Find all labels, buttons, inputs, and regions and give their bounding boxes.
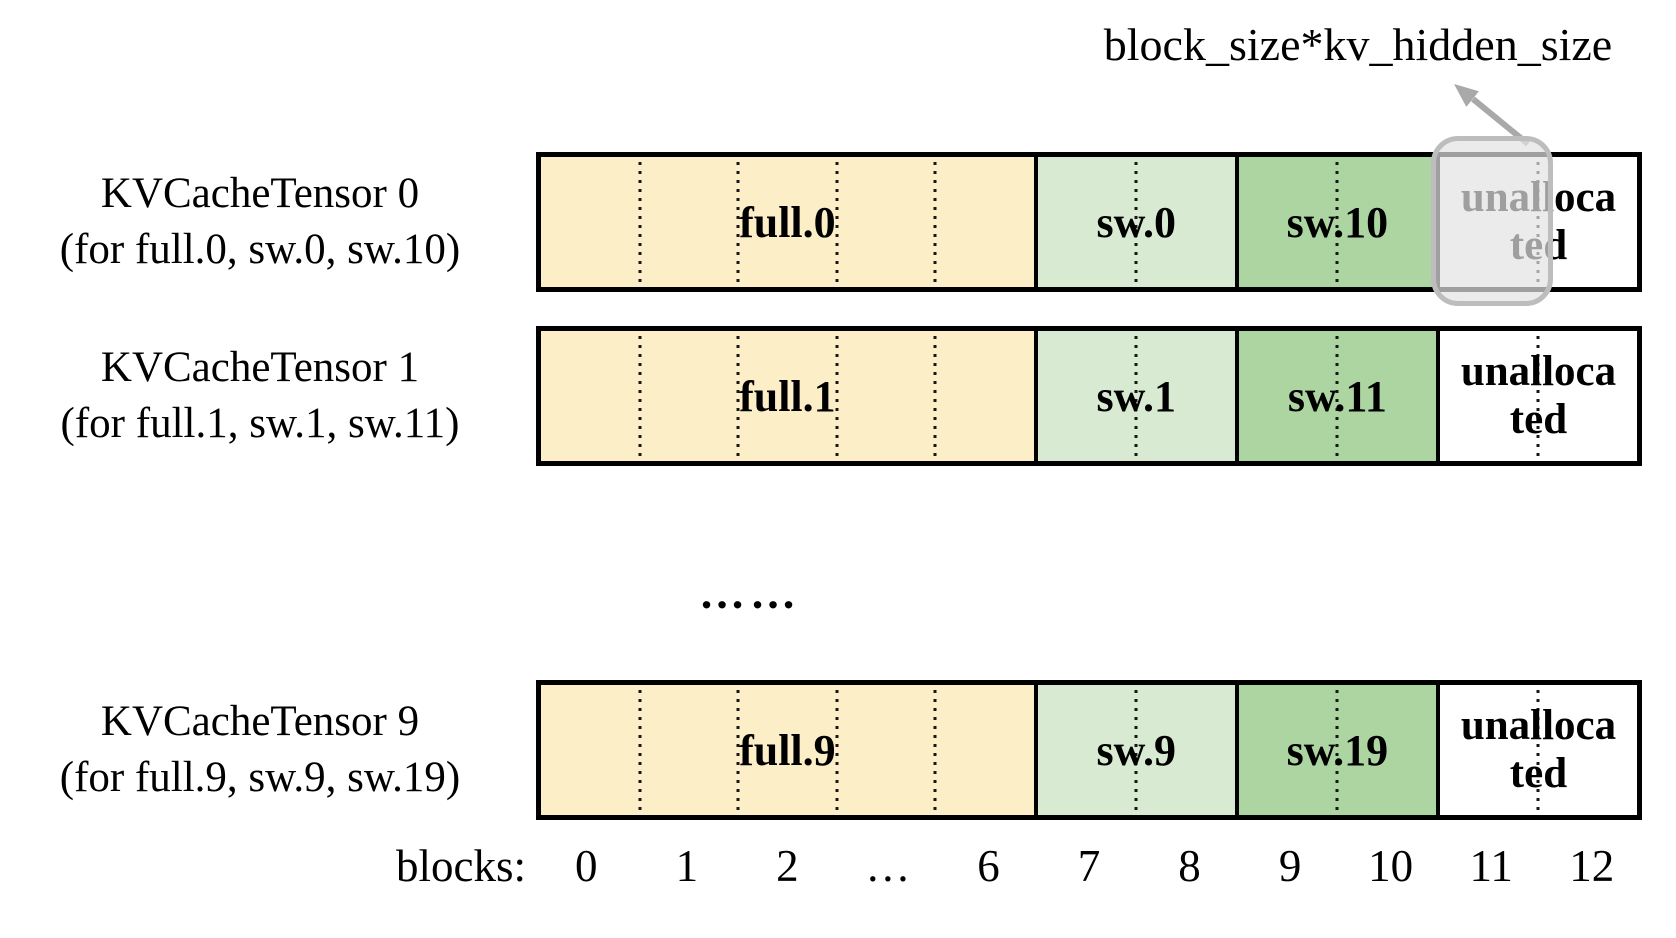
block-divider xyxy=(638,162,642,282)
block-divider xyxy=(1335,162,1339,282)
axis-tick: 9 xyxy=(1278,841,1302,891)
segment-label: unalloca ted xyxy=(1461,702,1616,798)
block-size-annotation: block_size*kv_hidden_size xyxy=(1103,19,1613,70)
row-0-segment-full: full.0 xyxy=(541,157,1034,287)
unallocated-line-1: unalloca xyxy=(1460,347,1617,395)
block-divider xyxy=(1335,336,1339,456)
row-9-subtitle: (for full.9, sw.9, sw.19) xyxy=(59,754,461,801)
row-9-bar: full.9 sw.9 sw.19 unalloca ted xyxy=(536,680,1642,820)
blocks-axis: 0 1 2 … 6 7 8 9 10 11 12 xyxy=(536,840,1642,892)
block-divider xyxy=(835,336,839,456)
axis-tick: 11 xyxy=(1469,841,1513,891)
segment-label: full.1 xyxy=(739,371,836,421)
row-9-label: KVCacheTensor 9 (for full.9, sw.9, sw.19… xyxy=(10,680,510,820)
unallocated-line-1: unalloca xyxy=(1460,701,1617,749)
row-9-segment-sw-second: sw.19 xyxy=(1234,685,1436,815)
block-divider xyxy=(638,690,642,810)
row-1-bar: full.1 sw.1 sw.11 unalloca ted xyxy=(536,326,1642,466)
block-divider xyxy=(736,690,740,810)
unallocated-line-2: ted xyxy=(1509,396,1568,443)
block-divider xyxy=(1536,690,1540,810)
segment-label: sw.11 xyxy=(1287,371,1387,421)
segment-label: unalloca ted xyxy=(1461,348,1616,444)
row-9-segment-unallocated: unalloca ted xyxy=(1435,685,1638,815)
axis-tick: 0 xyxy=(575,841,598,891)
row-1-segment-full: full.1 xyxy=(541,331,1034,461)
segment-label: full.9 xyxy=(739,725,836,775)
segment-label: sw.9 xyxy=(1096,725,1177,775)
axis-tick: 6 xyxy=(977,841,1000,891)
block-divider xyxy=(1134,690,1138,810)
row-0-segment-sw-first: sw.0 xyxy=(1033,157,1235,287)
block-divider xyxy=(835,162,839,282)
row-0-label: KVCacheTensor 0 (for full.0, sw.0, sw.10… xyxy=(10,152,510,292)
block-divider xyxy=(1335,690,1339,810)
block-divider xyxy=(1134,336,1138,456)
block-divider xyxy=(736,336,740,456)
row-9-segment-full: full.9 xyxy=(541,685,1034,815)
axis-tick: 10 xyxy=(1368,841,1414,891)
unallocated-line-2: ted xyxy=(1509,750,1568,797)
row-0-subtitle: (for full.0, sw.0, sw.10) xyxy=(59,226,461,273)
block-divider xyxy=(638,336,642,456)
row-1-subtitle: (for full.1, sw.1, sw.11) xyxy=(60,400,460,447)
axis-tick: 12 xyxy=(1569,841,1615,891)
block-divider xyxy=(1134,162,1138,282)
block-divider xyxy=(933,690,937,810)
row-1-title: KVCacheTensor 1 xyxy=(100,344,420,392)
block-divider xyxy=(933,336,937,456)
rows-ellipsis: …… xyxy=(699,566,801,618)
row-1-segment-sw-second: sw.11 xyxy=(1234,331,1436,461)
segment-label: sw.19 xyxy=(1286,725,1389,775)
block-divider xyxy=(933,162,937,282)
segment-label: sw.10 xyxy=(1286,197,1389,247)
row-1-segment-sw-first: sw.1 xyxy=(1033,331,1235,461)
row-9-segment-sw-first: sw.9 xyxy=(1033,685,1235,815)
blocks-axis-label: blocks: xyxy=(396,841,526,891)
block-divider xyxy=(1536,336,1540,456)
highlighted-block-overlay xyxy=(1431,136,1553,306)
segment-label: sw.1 xyxy=(1096,371,1177,421)
axis-tick: 8 xyxy=(1178,841,1201,891)
axis-tick: 7 xyxy=(1077,841,1101,891)
axis-tick: 1 xyxy=(675,841,699,891)
axis-tick: 2 xyxy=(776,841,799,891)
row-0-segment-sw-second: sw.10 xyxy=(1234,157,1436,287)
block-divider xyxy=(736,162,740,282)
block-divider xyxy=(835,690,839,810)
segment-label: sw.0 xyxy=(1096,197,1177,247)
axis-tick: … xyxy=(865,841,911,891)
segment-label: full.0 xyxy=(739,197,836,247)
row-1-label: KVCacheTensor 1 (for full.1, sw.1, sw.11… xyxy=(10,326,510,466)
row-1-segment-unallocated: unalloca ted xyxy=(1435,331,1638,461)
row-9-title: KVCacheTensor 9 xyxy=(100,698,420,746)
row-0-title: KVCacheTensor 0 xyxy=(100,170,420,218)
